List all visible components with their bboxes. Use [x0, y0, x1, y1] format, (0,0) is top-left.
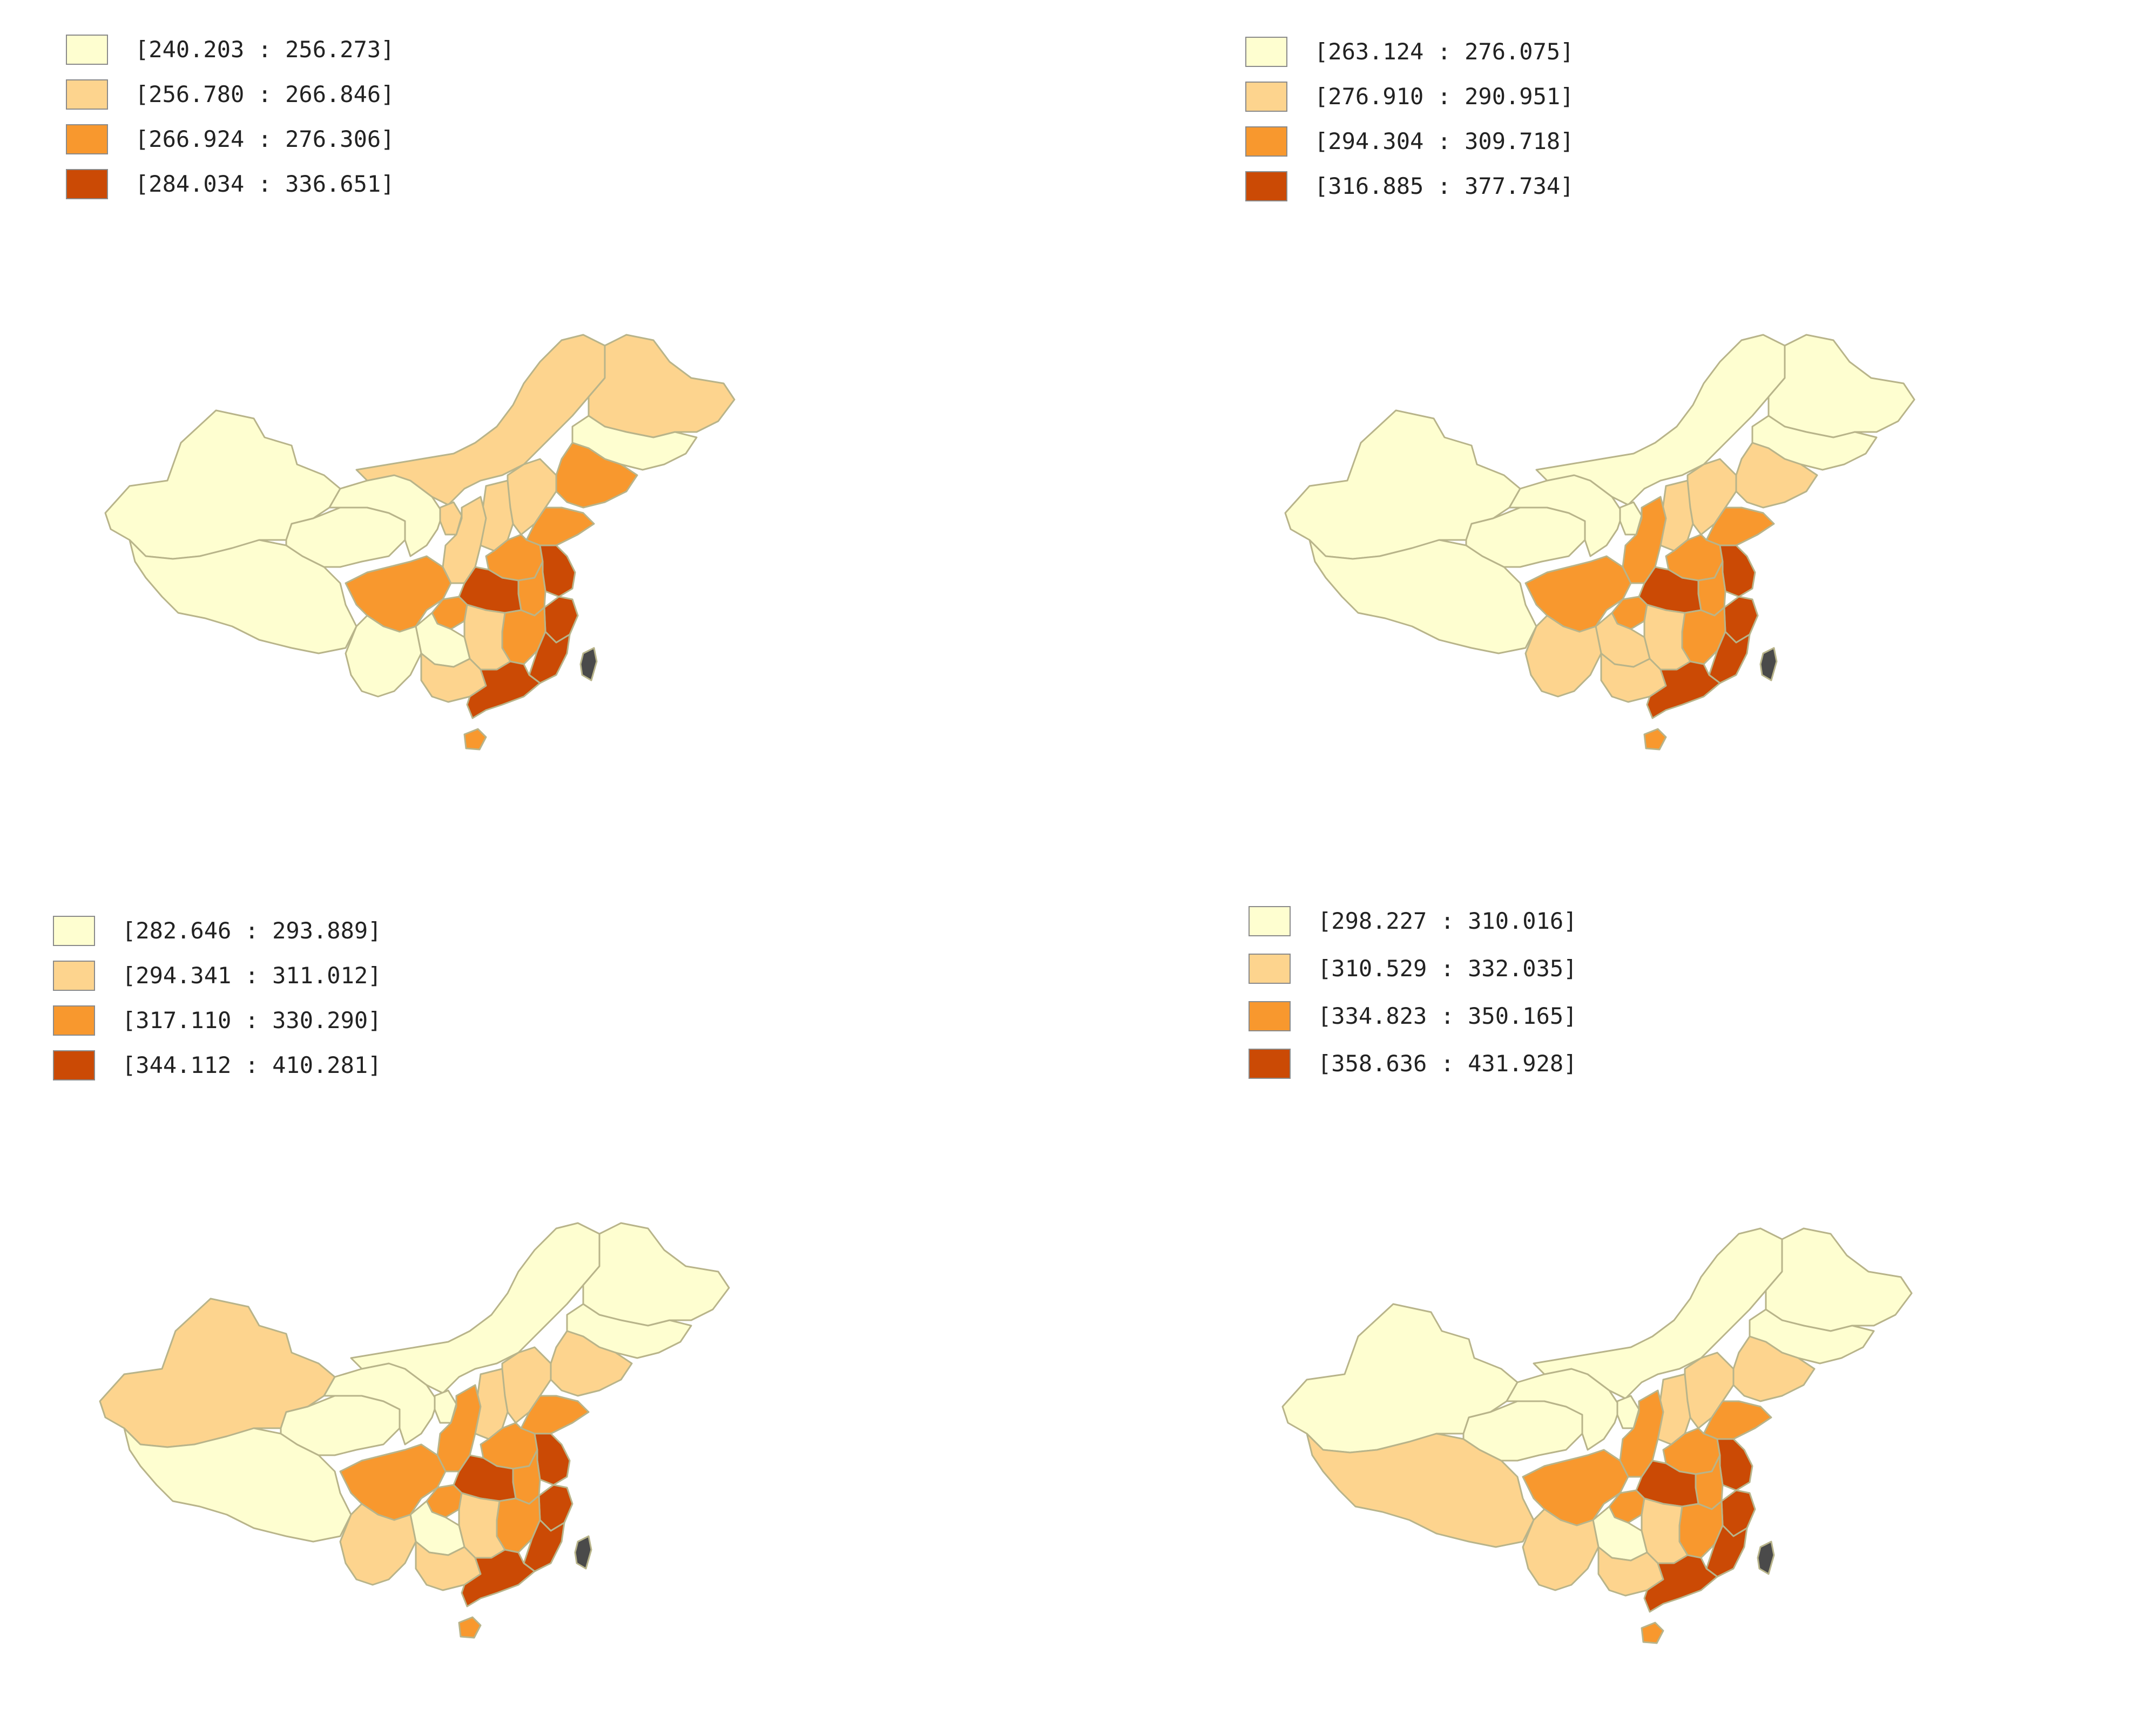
- province-shaanxi: [1619, 1389, 1664, 1478]
- legend-swatch: [53, 1050, 95, 1080]
- legend-swatch: [1249, 954, 1291, 984]
- legend-range-label: [240.203 : 256.273]: [135, 36, 395, 63]
- province-yunnan: [345, 614, 422, 698]
- legend-swatch: [1245, 171, 1287, 201]
- legend-swatch: [66, 169, 108, 199]
- province-hainan: [1641, 1622, 1664, 1644]
- china-choropleth-map: [1281, 1227, 1913, 1644]
- province-shaanxi: [436, 1384, 482, 1472]
- legend-swatch: [1249, 1001, 1291, 1031]
- province-yunnan: [339, 1503, 417, 1586]
- province-hainan: [1643, 728, 1667, 751]
- legend-swatch: [66, 35, 108, 65]
- legend-swatch: [1245, 37, 1287, 67]
- province-hainan: [458, 1616, 482, 1639]
- legend-range-label: [256.780 : 266.846]: [135, 81, 395, 107]
- legend-swatch: [1245, 126, 1287, 157]
- legend-swatch: [66, 79, 108, 110]
- province-taiwan: [579, 647, 598, 681]
- province-guangdong: [1643, 1554, 1718, 1613]
- province-hainan: [463, 728, 487, 751]
- china-choropleth-map: [104, 334, 736, 751]
- legend-range-label: [294.341 : 311.012]: [122, 962, 382, 989]
- province-taiwan: [574, 1535, 592, 1570]
- legend-swatch: [1249, 1049, 1291, 1079]
- province-guangdong: [1646, 660, 1721, 719]
- legend-range-label: [334.823 : 350.165]: [1318, 1003, 1577, 1029]
- legend-range-label: [316.885 : 377.734]: [1314, 173, 1574, 199]
- province-taiwan: [1757, 1541, 1775, 1575]
- legend-range-label: [298.227 : 310.016]: [1318, 908, 1577, 934]
- province-heilongjiang: [1767, 334, 1915, 438]
- legend-swatch: [53, 916, 95, 946]
- legend-swatch: [53, 1005, 95, 1036]
- legend-range-label: [317.110 : 330.290]: [122, 1007, 382, 1034]
- legend-range-label: [310.529 : 332.035]: [1318, 955, 1577, 982]
- province-yunnan: [1524, 614, 1602, 698]
- legend-range-label: [266.924 : 276.306]: [135, 126, 395, 152]
- province-heilongjiang: [582, 1222, 730, 1327]
- province-shaanxi: [442, 496, 487, 584]
- province-heilongjiang: [1765, 1227, 1913, 1332]
- province-shaanxi: [1622, 496, 1667, 584]
- province-guangdong: [466, 660, 541, 719]
- legend-range-label: [276.910 : 290.951]: [1314, 83, 1574, 110]
- legend-swatch: [1245, 82, 1287, 112]
- legend-range-label: [282.646 : 293.889]: [122, 917, 382, 944]
- legend-range-label: [263.124 : 276.075]: [1314, 38, 1574, 65]
- china-choropleth-map: [99, 1222, 730, 1639]
- china-choropleth-map: [1284, 334, 1915, 751]
- province-heilongjiang: [588, 334, 736, 438]
- legend-swatch: [53, 961, 95, 991]
- province-guangdong: [461, 1549, 536, 1607]
- legend-range-label: [344.112 : 410.281]: [122, 1052, 382, 1078]
- legend-range-label: [284.034 : 336.651]: [135, 171, 395, 197]
- legend-range-label: [358.636 : 431.928]: [1318, 1050, 1577, 1077]
- legend-swatch: [1249, 906, 1291, 936]
- legend-range-label: [294.304 : 309.718]: [1314, 128, 1574, 154]
- legend-swatch: [66, 124, 108, 154]
- province-yunnan: [1522, 1508, 1600, 1591]
- province-taiwan: [1759, 647, 1778, 681]
